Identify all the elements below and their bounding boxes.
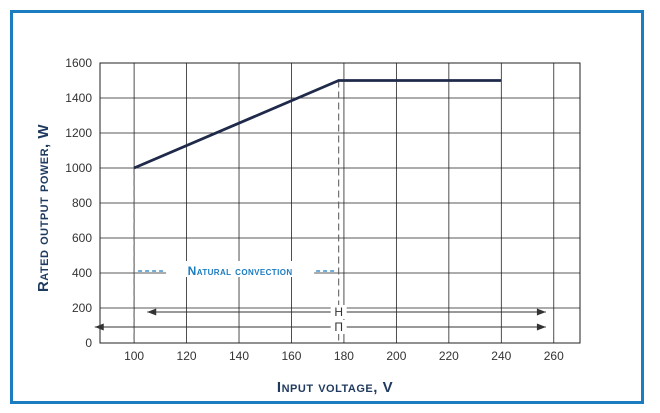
range-label: Н — [334, 305, 343, 319]
annotation-bg — [166, 261, 315, 277]
x-tick-label: 120 — [177, 349, 197, 363]
annotation-natural-convection: Natural convection — [188, 264, 293, 278]
grid — [99, 62, 581, 344]
y-tick-label: 800 — [72, 196, 92, 210]
x-tick-label: 240 — [491, 349, 511, 363]
range-arrow-head-right — [536, 323, 546, 331]
y-tick-label: 400 — [72, 266, 92, 280]
y-tick-label: 600 — [72, 231, 92, 245]
y-tick-label: 1600 — [65, 56, 92, 70]
series-layer — [133, 79, 502, 170]
range-label-bg — [330, 320, 347, 334]
x-tick-label: 140 — [229, 349, 249, 363]
x-tick-label: 260 — [544, 349, 564, 363]
chart-frame — [10, 10, 644, 404]
range-arrow-head-left — [147, 308, 157, 316]
x-tick-label: 160 — [281, 349, 301, 363]
series-line — [133, 79, 502, 170]
x-axis-title: Input voltage, V — [277, 379, 393, 396]
range-label-bg — [330, 305, 347, 319]
y-axis-title: Rated output power, W — [35, 124, 52, 292]
y-tick-label: 200 — [72, 301, 92, 315]
tick-labels: 100 120 140 160 180 200 220 240 260 0 200 400 600 800… — [65, 56, 564, 363]
y-tick-label: 1400 — [65, 91, 92, 105]
x-tick-label: 200 — [386, 349, 406, 363]
range-label: П — [334, 320, 343, 334]
range-arrow-head-right — [536, 308, 546, 316]
reference-lines — [133, 80, 340, 343]
voltage-ranges: НП — [94, 305, 546, 334]
x-tick-label: 100 — [124, 349, 144, 363]
y-tick-label: 0 — [85, 336, 92, 350]
range-arrow-head-left — [94, 323, 104, 331]
x-tick-label: 180 — [334, 349, 354, 363]
y-tick-label: 1200 — [65, 126, 92, 140]
x-tick-label: 220 — [439, 349, 459, 363]
y-tick-label: 1000 — [65, 161, 92, 175]
